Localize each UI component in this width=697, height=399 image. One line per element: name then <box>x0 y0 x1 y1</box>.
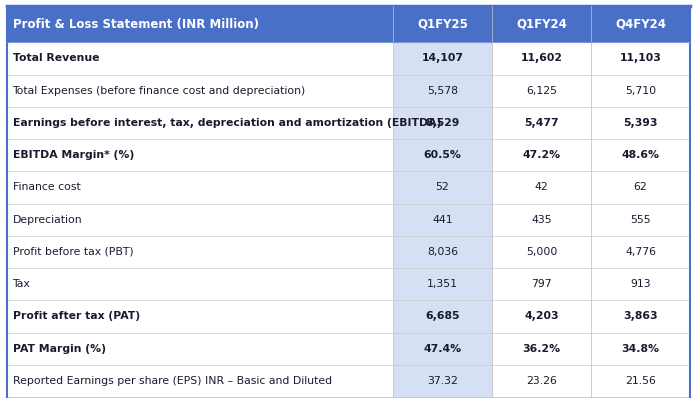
Bar <box>591 75 690 107</box>
Bar <box>492 107 591 139</box>
Bar <box>7 203 393 236</box>
Bar <box>7 6 690 42</box>
Text: 6,125: 6,125 <box>526 86 557 96</box>
Bar <box>393 268 492 300</box>
Text: 36.2%: 36.2% <box>523 344 560 354</box>
Text: 913: 913 <box>630 279 651 289</box>
Bar <box>492 300 591 332</box>
Bar <box>7 75 393 107</box>
Text: 60.5%: 60.5% <box>424 150 461 160</box>
Text: 1,351: 1,351 <box>427 279 458 289</box>
Bar <box>7 139 393 171</box>
Text: Finance cost: Finance cost <box>13 182 80 192</box>
Bar <box>591 42 690 75</box>
Text: 42: 42 <box>535 182 549 192</box>
Text: 52: 52 <box>436 182 450 192</box>
Text: 5,000: 5,000 <box>526 247 557 257</box>
Text: Profit after tax (PAT): Profit after tax (PAT) <box>13 311 139 322</box>
Text: Q4FY24: Q4FY24 <box>615 18 666 31</box>
Bar <box>591 332 690 365</box>
Bar <box>492 268 591 300</box>
Bar <box>7 236 393 268</box>
Bar <box>492 365 591 397</box>
Bar <box>492 203 591 236</box>
Bar <box>7 107 393 139</box>
Bar <box>393 42 492 75</box>
Text: 435: 435 <box>531 215 552 225</box>
Bar <box>492 139 591 171</box>
Text: Earnings before interest, tax, depreciation and amortization (EBITDA): Earnings before interest, tax, depreciat… <box>13 118 441 128</box>
Text: 6,685: 6,685 <box>425 311 459 322</box>
Text: 5,578: 5,578 <box>427 86 458 96</box>
Text: Q1FY24: Q1FY24 <box>516 18 567 31</box>
Text: 47.4%: 47.4% <box>423 344 461 354</box>
Bar <box>591 203 690 236</box>
Bar <box>591 139 690 171</box>
Text: 23.26: 23.26 <box>526 376 557 386</box>
Bar <box>591 107 690 139</box>
Text: 21.56: 21.56 <box>625 376 656 386</box>
Bar <box>393 75 492 107</box>
Text: 14,107: 14,107 <box>422 53 464 63</box>
Bar <box>393 203 492 236</box>
Text: PAT Margin (%): PAT Margin (%) <box>13 344 105 354</box>
Text: 11,602: 11,602 <box>521 53 562 63</box>
Bar <box>393 139 492 171</box>
Bar <box>492 171 591 203</box>
Bar <box>393 107 492 139</box>
Text: 37.32: 37.32 <box>427 376 458 386</box>
Text: 11,103: 11,103 <box>620 53 661 63</box>
Bar <box>7 268 393 300</box>
Bar <box>393 300 492 332</box>
Text: 5,477: 5,477 <box>524 118 559 128</box>
Text: Total Revenue: Total Revenue <box>13 53 99 63</box>
Text: 797: 797 <box>531 279 552 289</box>
Bar <box>393 236 492 268</box>
Bar <box>591 365 690 397</box>
Bar <box>492 332 591 365</box>
Bar <box>591 171 690 203</box>
Text: Depreciation: Depreciation <box>13 215 82 225</box>
Bar <box>393 365 492 397</box>
Text: Profit before tax (PBT): Profit before tax (PBT) <box>13 247 133 257</box>
Bar <box>7 365 393 397</box>
Text: Profit & Loss Statement (INR Million): Profit & Loss Statement (INR Million) <box>13 18 259 31</box>
Text: 5,393: 5,393 <box>623 118 658 128</box>
Bar <box>7 171 393 203</box>
Text: 47.2%: 47.2% <box>523 150 560 160</box>
Bar <box>492 236 591 268</box>
Bar <box>492 75 591 107</box>
Text: 4,203: 4,203 <box>524 311 559 322</box>
Text: 441: 441 <box>432 215 453 225</box>
Bar <box>7 300 393 332</box>
Text: Tax: Tax <box>13 279 30 289</box>
Text: 8,036: 8,036 <box>427 247 458 257</box>
Bar <box>591 236 690 268</box>
Text: Reported Earnings per share (EPS) INR – Basic and Diluted: Reported Earnings per share (EPS) INR – … <box>13 376 332 386</box>
Text: EBITDA Margin* (%): EBITDA Margin* (%) <box>13 150 134 160</box>
Text: Q1FY25: Q1FY25 <box>417 18 468 31</box>
Text: 48.6%: 48.6% <box>622 150 659 160</box>
Bar <box>393 171 492 203</box>
Bar <box>591 268 690 300</box>
Bar <box>591 300 690 332</box>
Bar <box>7 42 393 75</box>
Bar <box>393 332 492 365</box>
Text: 5,710: 5,710 <box>625 86 656 96</box>
Text: 4,776: 4,776 <box>625 247 656 257</box>
Text: 3,863: 3,863 <box>623 311 658 322</box>
Text: 34.8%: 34.8% <box>622 344 659 354</box>
Text: Total Expenses (before finance cost and depreciation): Total Expenses (before finance cost and … <box>13 86 306 96</box>
Text: 62: 62 <box>634 182 648 192</box>
Bar <box>492 42 591 75</box>
Text: 555: 555 <box>630 215 651 225</box>
Text: 8,529: 8,529 <box>425 118 459 128</box>
Bar <box>7 332 393 365</box>
